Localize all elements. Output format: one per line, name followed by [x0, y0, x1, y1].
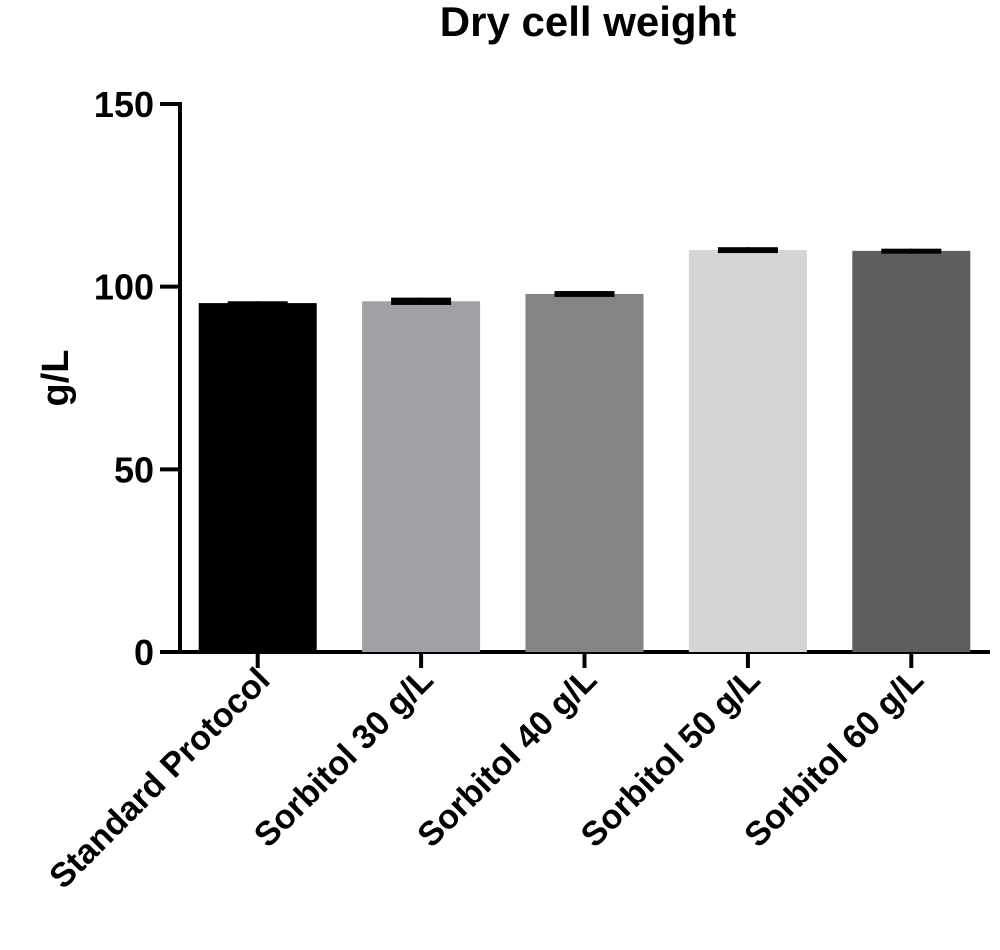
bar: [852, 250, 971, 652]
bar: [362, 301, 481, 652]
error-bar-cap: [554, 291, 615, 297]
error-bar-cap: [227, 301, 288, 307]
bar: [688, 250, 807, 652]
y-axis-label: g/L: [35, 350, 77, 407]
y-tick-label: 150: [94, 84, 154, 125]
y-tick-label: 50: [114, 449, 154, 490]
bar: [525, 293, 644, 652]
y-tick-label: 0: [134, 632, 154, 673]
bar: [198, 303, 317, 652]
x-tick-label: Sorbitol 60 g/L: [737, 661, 931, 855]
y-tick-label: 100: [94, 267, 154, 308]
error-bar-cap: [391, 297, 452, 305]
error-bar-cap: [881, 248, 942, 254]
x-tick-label: Standard Protocol: [42, 661, 277, 896]
error-bar-cap: [717, 247, 778, 254]
chart-title: Dry cell weight: [440, 0, 736, 45]
